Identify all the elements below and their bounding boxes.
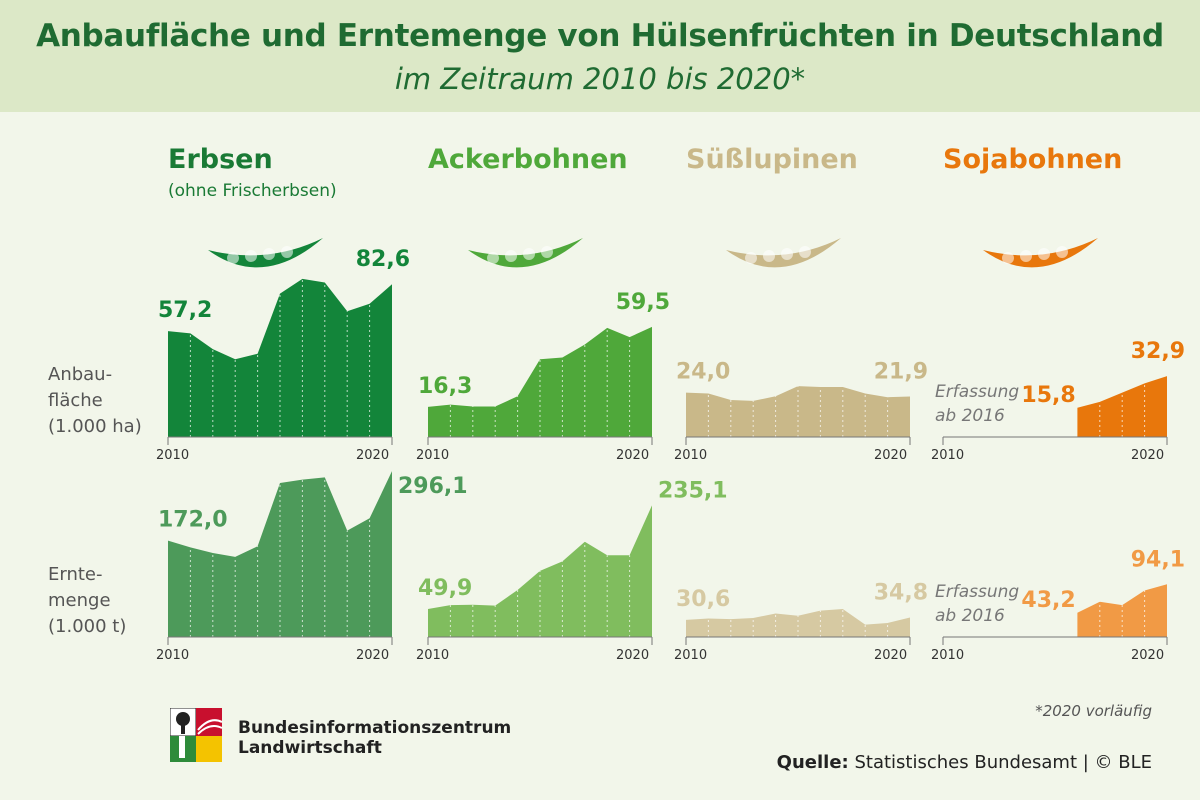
data-label: 172,0 xyxy=(158,508,228,533)
x-tick-label: 2010 xyxy=(931,648,964,663)
x-tick-label: 2020 xyxy=(1131,448,1164,463)
panel-title: Erbsen xyxy=(168,144,273,175)
data-label: 59,5 xyxy=(616,290,670,315)
row-label-area: Anbau- xyxy=(48,364,112,385)
data-label: 24,0 xyxy=(676,360,730,385)
seed-dot xyxy=(1020,250,1032,262)
area-area xyxy=(168,278,392,437)
seed-dot xyxy=(487,252,499,264)
x-tick-label: 2020 xyxy=(356,648,389,663)
ble-logo xyxy=(170,708,223,762)
area-harvest xyxy=(168,471,392,637)
no-data-note: Erfassung xyxy=(935,582,1019,602)
data-label: 21,9 xyxy=(874,359,928,384)
footnote: *2020 vorläufig xyxy=(1035,702,1152,720)
seed-dot xyxy=(763,250,775,262)
row-label-harvest: menge xyxy=(48,590,111,611)
panel-title: Süßlupinen xyxy=(686,144,858,175)
x-tick-label: 2010 xyxy=(156,648,189,663)
logo-text: Bundesinformationszentrum Landwirtschaft xyxy=(238,718,511,758)
seed-dot xyxy=(799,246,811,258)
panel-title: Sojabohnen xyxy=(943,144,1122,175)
no-data-note: ab 2016 xyxy=(935,606,1005,626)
x-tick-label: 2020 xyxy=(356,448,389,463)
seed-dot xyxy=(781,248,793,260)
panel-note: (ohne Frischerbsen) xyxy=(168,181,337,201)
seed-dot xyxy=(1056,246,1068,258)
seed-dot xyxy=(541,246,553,258)
data-label: 235,1 xyxy=(658,478,728,503)
seed-dot xyxy=(745,252,757,264)
x-tick-label: 2020 xyxy=(1131,648,1164,663)
x-tick-label: 2020 xyxy=(616,648,649,663)
data-label: 30,6 xyxy=(676,587,730,612)
seed-dot xyxy=(263,248,275,260)
row-label-harvest: Ernte- xyxy=(48,564,103,585)
legume-icon xyxy=(726,238,841,268)
page-title: Anbaufläche und Erntemenge von Hülsenfrü… xyxy=(36,18,1164,54)
source-text: Statistisches Bundesamt | © BLE xyxy=(854,752,1152,773)
x-tick-label: 2010 xyxy=(674,648,707,663)
logo-line2: Landwirtschaft xyxy=(238,738,382,758)
data-label: 94,1 xyxy=(1131,547,1185,572)
seed-dot xyxy=(1002,252,1014,264)
seed-dot xyxy=(505,250,517,262)
x-tick-label: 2010 xyxy=(156,448,189,463)
panel-title: Ackerbohnen xyxy=(428,144,628,175)
data-label: 16,3 xyxy=(418,374,472,399)
data-label: 82,6 xyxy=(356,247,410,272)
x-tick-label: 2020 xyxy=(874,648,907,663)
data-label: 296,1 xyxy=(398,474,468,499)
header: Anbaufläche und Erntemenge von Hülsenfrü… xyxy=(0,0,1200,112)
data-label: 34,8 xyxy=(874,581,928,606)
logo-line1: Bundesinformationszentrum xyxy=(238,718,512,738)
seed-dot xyxy=(245,250,257,262)
seed-dot xyxy=(281,246,293,258)
row-label-area: fläche xyxy=(48,390,103,411)
x-tick-label: 2010 xyxy=(416,448,449,463)
legume-icon xyxy=(468,238,583,268)
data-label: 49,9 xyxy=(418,576,472,601)
legume-icon xyxy=(208,238,323,268)
seed-dot xyxy=(1038,248,1050,260)
x-tick-label: 2020 xyxy=(874,448,907,463)
data-label: 43,2 xyxy=(1021,588,1075,613)
seed-dot xyxy=(523,248,535,260)
source: Quelle: Statistisches Bundesamt | © BLE xyxy=(777,752,1152,773)
row-label-area: (1.000 ha) xyxy=(48,416,142,437)
row-label-harvest: (1.000 t) xyxy=(48,616,126,637)
data-label: 32,9 xyxy=(1131,339,1185,364)
area-harvest xyxy=(686,609,910,637)
source-label: Quelle: xyxy=(776,752,849,773)
page-subtitle: im Zeitraum 2010 bis 2020* xyxy=(394,62,806,96)
no-data-note: ab 2016 xyxy=(935,406,1005,426)
x-tick-label: 2010 xyxy=(931,448,964,463)
legume-icon xyxy=(983,238,1098,268)
no-data-note: Erfassung xyxy=(935,382,1019,402)
x-tick-label: 2020 xyxy=(616,448,649,463)
x-tick-label: 2010 xyxy=(416,648,449,663)
x-tick-label: 2010 xyxy=(674,448,707,463)
data-label: 57,2 xyxy=(158,298,212,323)
data-label: 15,8 xyxy=(1021,383,1075,408)
seed-dot xyxy=(227,252,239,264)
